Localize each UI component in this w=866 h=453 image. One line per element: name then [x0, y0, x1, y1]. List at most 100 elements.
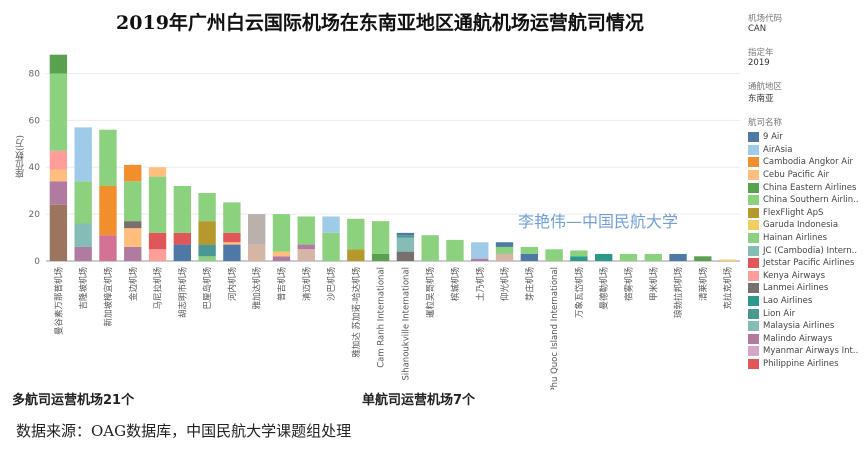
- legend-item[interactable]: Lanmei Airlines: [748, 282, 860, 295]
- x-tick-label: Cam Ranh International: [377, 267, 387, 368]
- legend-swatch: [748, 321, 759, 332]
- x-tick-label: 雅加达 苏加诺-哈达机场: [351, 267, 362, 358]
- bar-segment: [471, 242, 489, 259]
- x-tick-label: 清迈机场: [301, 267, 312, 301]
- legend-item[interactable]: Malindo Airways: [748, 333, 860, 346]
- bar-segment: [223, 242, 241, 245]
- legend-swatch: [748, 157, 759, 168]
- bar-segment: [347, 249, 365, 261]
- bar-segment: [223, 232, 241, 243]
- data-source-note: 数据来源：OAG数据库，中国民航大学课题组处理: [16, 422, 352, 440]
- legend-item[interactable]: Lao Airlines: [748, 295, 860, 308]
- legend-label: Hainan Airlines: [763, 233, 828, 244]
- legend-item[interactable]: Jetstar Pacific Airlines: [748, 257, 860, 270]
- legend-item[interactable]: Lion Air: [748, 307, 860, 320]
- bar-segment: [520, 253, 538, 261]
- legend-item[interactable]: Philippine Airlines: [748, 358, 860, 371]
- bar-segment: [297, 244, 315, 250]
- bar-segment: [669, 253, 687, 261]
- bar-segment: [495, 242, 514, 247]
- filter-label: 指定年: [748, 48, 774, 58]
- bar-segment: [124, 164, 142, 182]
- bar-segment: [545, 249, 563, 261]
- bar-segment: [74, 223, 92, 247]
- bar-segment: [173, 185, 191, 233]
- bar-segment: [694, 256, 712, 261]
- bar-segment: [272, 251, 291, 257]
- legend-swatch: [748, 346, 759, 357]
- legend-swatch: [748, 233, 759, 244]
- legend-swatch: [748, 358, 759, 369]
- legend-label: 9 Air: [763, 132, 783, 143]
- x-tick-label: 河内机场: [227, 267, 238, 301]
- legend-item[interactable]: AirAsia: [748, 144, 860, 157]
- x-tick-label: 沙巴机场: [326, 267, 337, 301]
- legend-item[interactable]: Cambodia Angkor Air: [748, 156, 860, 169]
- filter-year[interactable]: 指定年 2019: [748, 46, 860, 68]
- y-tick-label: 0: [34, 257, 40, 267]
- legend-item[interactable]: FlexFlight ApS: [748, 207, 860, 220]
- legend-swatch: [748, 195, 759, 206]
- multi-airline-note: 多航司运营机场21个: [12, 393, 135, 408]
- legend-item[interactable]: Malaysia Airlines: [748, 320, 860, 333]
- bar-segment: [198, 193, 216, 222]
- x-tick-label: 曼谷素万那普机场: [53, 267, 64, 335]
- legend-item[interactable]: Kenya Airways: [748, 270, 860, 283]
- legend-label: Cambodia Angkor Air: [763, 157, 853, 168]
- legend-item[interactable]: Myanmar Airways Int..: [748, 345, 860, 358]
- filter-region[interactable]: 通航地区 东南亚: [748, 80, 860, 104]
- legend-item[interactable]: China Southern Airlin..: [748, 194, 860, 207]
- bar-segment: [198, 244, 216, 257]
- x-tick-label: 土乃机场: [475, 267, 486, 301]
- bar-segment: [124, 221, 142, 229]
- filter-panel: 机场代码 CAN 指定年 2019 通航地区 东南亚 航司名称 9 Air Air…: [748, 12, 860, 370]
- filter-label: 通航地区: [748, 82, 783, 92]
- legend-item[interactable]: Hainan Airlines: [748, 232, 860, 245]
- bar-segment: [99, 235, 117, 261]
- legend-swatch: [748, 283, 759, 294]
- x-tick-label: 新加坡樟宜机场: [103, 267, 114, 327]
- legend-label: Lion Air: [763, 308, 796, 319]
- bar-segment: [520, 246, 538, 254]
- bar-segment: [74, 181, 92, 224]
- bar-segment: [396, 235, 415, 238]
- bar-segment: [595, 253, 613, 261]
- x-tick-label: 胡志明市机场: [177, 267, 188, 318]
- filter-value: 2019: [748, 58, 770, 68]
- bar-segment: [49, 73, 68, 151]
- legend-label: Malaysia Airlines: [763, 321, 835, 332]
- legend-item[interactable]: 9 Air: [748, 131, 860, 144]
- bar-segment: [99, 129, 117, 186]
- legend: 9 Air AirAsia Cambodia Angkor Air Cebu Paci…: [748, 131, 860, 370]
- bar-segment: [74, 127, 92, 182]
- legend-swatch: [748, 245, 759, 256]
- bar-segment: [396, 251, 415, 261]
- bar-segment: [49, 54, 68, 74]
- filter-airport-code[interactable]: 机场代码 CAN: [748, 12, 860, 34]
- bar-segment: [173, 232, 191, 245]
- x-tick-label: 甲米机场: [648, 267, 659, 301]
- legend-label: Jetstar Pacific Airlines: [763, 258, 855, 269]
- filter-label: 机场代码: [748, 14, 783, 24]
- legend-label: Philippine Airlines: [763, 358, 839, 369]
- chart-title: 2019年广州白云国际机场在东南亚地区通航机场运营航司情况: [116, 12, 644, 34]
- legend-item[interactable]: Garuda Indonesia: [748, 219, 860, 232]
- x-tick-label: 马尼拉机场: [153, 267, 164, 310]
- legend-item[interactable]: China Eastern Airlines: [748, 181, 860, 194]
- filter-value: 东南亚: [748, 94, 774, 104]
- y-axis-label: 座位数(万): [16, 135, 26, 179]
- legend-item[interactable]: JC (Cambodia) Intern..: [748, 244, 860, 257]
- bar-segment: [49, 181, 68, 205]
- x-tick-label: 宿雾机场: [623, 267, 634, 301]
- single-airline-note: 单航司运营机场7个: [362, 393, 476, 408]
- x-tick-label: 克拉克机场: [723, 267, 734, 310]
- legend-swatch: [748, 308, 759, 319]
- legend-item[interactable]: Cebu Pacific Air: [748, 169, 860, 182]
- legend-label: China Eastern Airlines: [763, 182, 857, 193]
- bar-segment: [371, 221, 390, 254]
- legend-swatch: [748, 144, 759, 155]
- bar-segment: [49, 169, 68, 182]
- x-tick-label: 清莱机场: [698, 267, 709, 301]
- bar-segment: [124, 228, 142, 247]
- x-tick-label: 雅加达机场: [252, 267, 263, 310]
